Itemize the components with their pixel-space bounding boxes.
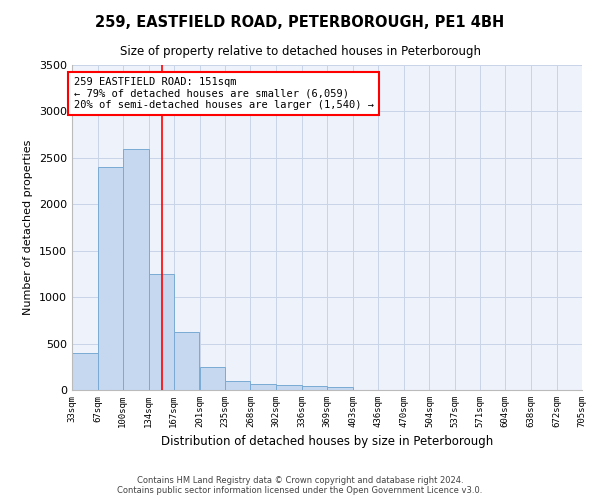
- Bar: [302, 386, 327, 390]
- Bar: [173, 332, 199, 390]
- Bar: [327, 387, 353, 390]
- Text: Size of property relative to detached houses in Peterborough: Size of property relative to detached ho…: [119, 45, 481, 58]
- Bar: [226, 380, 250, 390]
- Bar: [250, 384, 276, 390]
- Text: 259, EASTFIELD ROAD, PETERBOROUGH, PE1 4BH: 259, EASTFIELD ROAD, PETERBOROUGH, PE1 4…: [95, 15, 505, 30]
- Bar: [199, 367, 226, 390]
- Text: Contains HM Land Registry data © Crown copyright and database right 2024.
Contai: Contains HM Land Registry data © Crown c…: [118, 476, 482, 495]
- Bar: [149, 274, 173, 390]
- X-axis label: Distribution of detached houses by size in Peterborough: Distribution of detached houses by size …: [161, 436, 493, 448]
- Bar: [98, 167, 123, 390]
- Bar: [72, 353, 98, 390]
- Bar: [276, 386, 302, 390]
- Y-axis label: Number of detached properties: Number of detached properties: [23, 140, 34, 315]
- Text: 259 EASTFIELD ROAD: 151sqm
← 79% of detached houses are smaller (6,059)
20% of s: 259 EASTFIELD ROAD: 151sqm ← 79% of deta…: [74, 77, 374, 110]
- Bar: [123, 148, 149, 390]
